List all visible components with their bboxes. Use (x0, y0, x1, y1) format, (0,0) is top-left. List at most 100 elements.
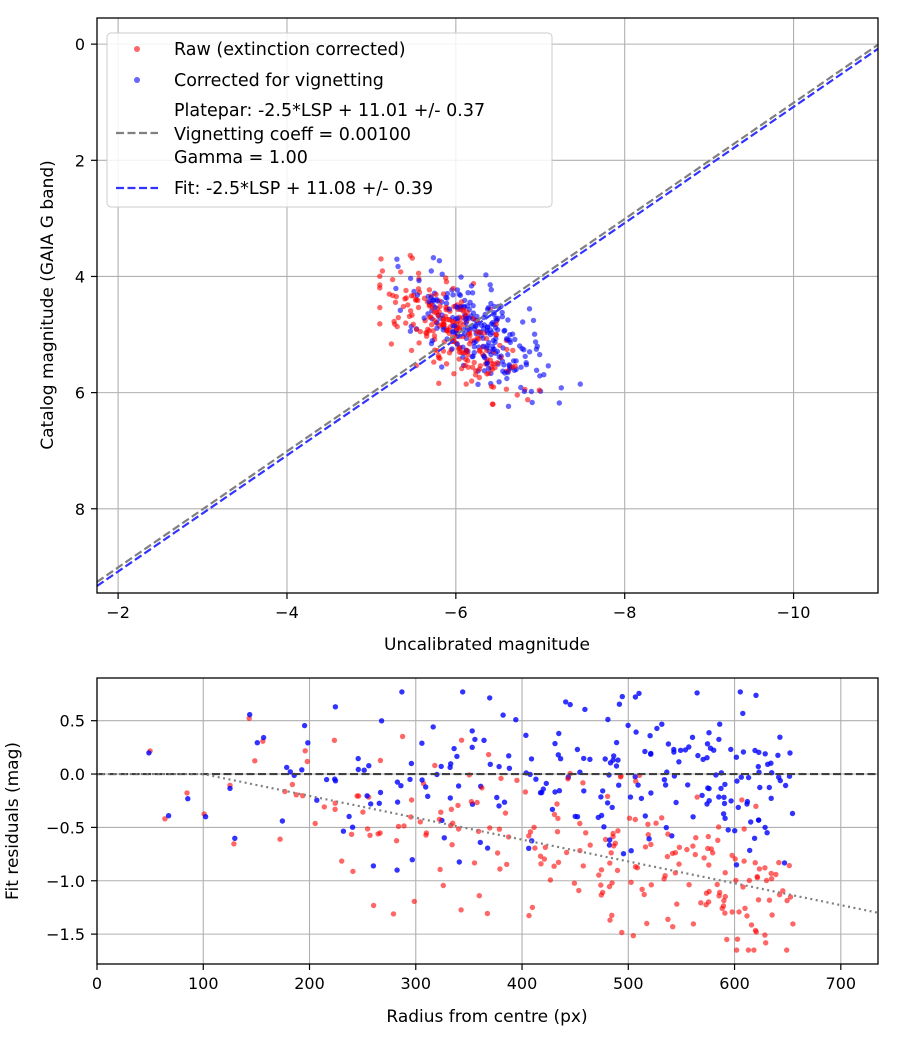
corrected-point (505, 351, 511, 358)
residual-raw-point (580, 780, 586, 786)
raw-point (409, 312, 415, 318)
corrected-point (460, 344, 466, 350)
raw-point (456, 325, 463, 332)
residual-corrected-point (260, 734, 267, 741)
residual-raw-point (551, 811, 558, 818)
magnitude-calibration-plot: −2 −4 −6 −8 −10 0 2 4 6 8 Uncalibrated magnitude… (38, 17, 879, 655)
residual-corrected-point (376, 800, 382, 806)
corrected-point (458, 274, 464, 280)
residual-raw-point (448, 806, 455, 812)
residual-raw-point (494, 850, 501, 856)
corrected-point (492, 339, 498, 345)
residual-raw-point (722, 910, 728, 916)
raw-point (412, 297, 419, 303)
residual-raw-point (664, 853, 671, 860)
residual-corrected-point (713, 772, 719, 778)
residual-corrected-point (481, 737, 487, 743)
corrected-point (493, 315, 499, 322)
raw-point (489, 361, 495, 367)
residual-corrected-point (430, 724, 436, 730)
residual-raw-point (522, 789, 529, 795)
residual-corrected-point (361, 767, 367, 773)
residual-corrected-point (438, 763, 444, 770)
raw-point (408, 293, 415, 299)
residual-raw-point (436, 816, 443, 822)
raw-point (493, 332, 500, 338)
residual-raw-point (555, 815, 561, 822)
residual-raw-point (390, 911, 397, 917)
residual-raw-point (604, 793, 611, 800)
raw-point (431, 359, 437, 365)
residual-corrected-point (654, 725, 660, 732)
residual-corrected-point (407, 776, 413, 783)
raw-point (441, 321, 447, 328)
residual-raw-point (377, 757, 384, 764)
corrected-point (471, 344, 477, 350)
bottom-x-tick-label: 700 (826, 974, 857, 993)
residual-corrected-point (728, 746, 734, 753)
top-x-tick-label: −10 (777, 603, 811, 622)
residual-corrected-point (581, 788, 587, 794)
corrected-point (450, 329, 456, 335)
corrected-point (520, 319, 526, 325)
residual-corrected-point (582, 706, 588, 713)
corrected-point (421, 315, 427, 321)
residual-raw-point (745, 947, 752, 953)
corrected-point (518, 384, 524, 391)
residual-corrected-point (751, 835, 758, 841)
raw-point (514, 392, 520, 398)
vignetting-model-line (97, 772, 878, 914)
residual-raw-point (670, 924, 676, 930)
bottom-y-tick-label: −0.5 (46, 818, 85, 837)
residual-raw-point (742, 905, 748, 911)
residual-corrected-point (663, 824, 669, 831)
residual-raw-point (756, 866, 763, 872)
raw-point (494, 360, 501, 366)
residual-corrected-point (572, 813, 578, 820)
residual-corrected-point (332, 778, 339, 784)
bottom-x-tick-label: 400 (507, 974, 538, 993)
raw-point (377, 321, 383, 327)
corrected-point (436, 258, 443, 264)
residual-corrected-point (642, 813, 648, 819)
legend-label-platepar-line3: Gamma = 1.00 (174, 148, 308, 168)
residual-corrected-point (748, 819, 754, 825)
residual-corrected-point (633, 729, 639, 735)
residual-corrected-point (355, 766, 361, 773)
residual-raw-point (332, 806, 338, 812)
residual-raw-point (554, 829, 561, 835)
residual-corrected-point (744, 798, 751, 805)
raw-point (460, 307, 467, 313)
residual-corrected-point (279, 818, 286, 824)
bottom-y-tick-label: 0.5 (60, 712, 85, 731)
residual-raw-point (438, 809, 444, 815)
residual-corrected-point (394, 799, 401, 805)
residual-corrected-point (202, 814, 209, 820)
residual-raw-point (399, 733, 406, 740)
corrected-point (484, 328, 490, 334)
residual-corrected-point (494, 794, 500, 801)
residual-corrected-point (607, 760, 614, 766)
residual-corrected-point (472, 736, 478, 743)
residual-corrected-point (377, 789, 384, 796)
residual-raw-point (455, 802, 461, 809)
residual-raw-point (751, 947, 757, 953)
raw-point (423, 333, 430, 339)
residual-corrected-point (694, 690, 700, 696)
residual-raw-point (669, 850, 676, 857)
residual-corrected-point (765, 761, 771, 767)
corrected-point (454, 287, 461, 293)
corrected-point (521, 388, 528, 395)
residual-corrected-point (398, 783, 404, 789)
residual-corrected-point (604, 800, 611, 806)
raw-point (458, 299, 465, 305)
residual-raw-point (479, 785, 485, 791)
residual-corrected-point (346, 813, 352, 820)
bottom-y-tick-label: 0.0 (60, 765, 85, 784)
legend-label-fit: Fit: -2.5*LSP + 11.08 +/- 0.39 (174, 179, 433, 199)
residual-raw-point (532, 845, 538, 851)
residual-raw-point (714, 881, 720, 888)
raw-point (403, 320, 409, 326)
residual-corrected-point (732, 828, 738, 834)
raw-point (377, 304, 383, 311)
